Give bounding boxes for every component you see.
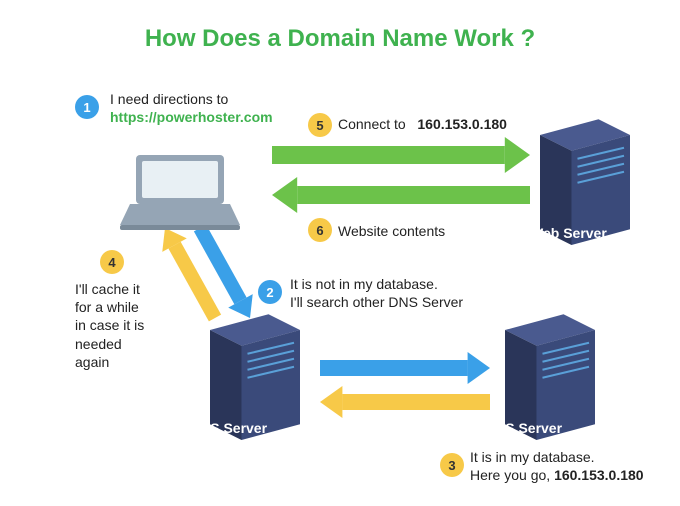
step-1-line-a: I need directions to (110, 91, 228, 107)
step-3-badge: 3 (440, 453, 464, 477)
step-5-text: Connect to 160.153.0.180 (338, 115, 507, 133)
step-3-text: It is in my database. Here you go, 160.1… (470, 448, 644, 484)
step-1-url: https://powerhoster.com (110, 109, 273, 125)
diagram-canvas (0, 0, 680, 506)
step-4-text: I'll cache it for a while in case it is … (75, 280, 170, 371)
step-5-label: Connect to (338, 116, 406, 132)
dns-server-2-label: DNS Server (485, 420, 562, 436)
step-2-badge: 2 (258, 280, 282, 304)
step-4-badge: 4 (100, 250, 124, 274)
step-2-text: It is not in my database. I'll search ot… (290, 275, 463, 311)
step-5-ip: 160.153.0.180 (417, 116, 507, 132)
step-6-badge: 6 (308, 218, 332, 242)
step-3-ip: 160.153.0.180 (554, 467, 644, 483)
step-6-text: Website contents (338, 222, 445, 240)
web-server-label: Web Server (530, 225, 607, 241)
step-3-line-b: Here you go, (470, 467, 554, 483)
step-1-text: I need directions to https://powerhoster… (110, 90, 273, 126)
dns-server-1-label: DNS Server (190, 420, 267, 436)
step-1-badge: 1 (75, 95, 99, 119)
step-5-badge: 5 (308, 113, 332, 137)
step-3-line-a: It is in my database. (470, 449, 595, 465)
